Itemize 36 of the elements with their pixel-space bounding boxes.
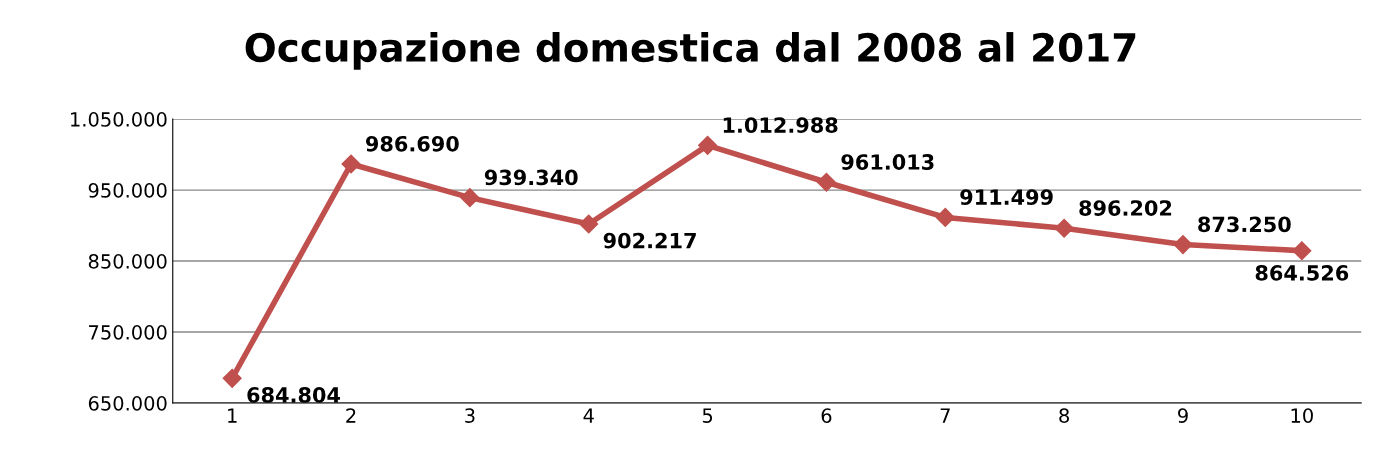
data-label: 896.202 — [1079, 200, 1172, 216]
data-label: 902.217 — [603, 232, 696, 249]
x-tick-label: 1 — [228, 408, 237, 423]
point — [698, 135, 718, 155]
data-label: 939.340 — [484, 169, 578, 186]
x-tick-label: 8 — [1059, 408, 1069, 423]
point — [222, 368, 242, 388]
x-tick-label: 2 — [346, 408, 356, 423]
x-tick-label: 4 — [583, 408, 594, 423]
point — [1292, 241, 1312, 261]
data-label: 961.013 — [841, 154, 934, 170]
point — [341, 154, 361, 174]
point — [579, 214, 599, 234]
x-tick-label: 6 — [821, 408, 832, 423]
point — [460, 188, 480, 208]
data-label: 873.250 — [1198, 216, 1291, 233]
y-tick-label: 850.000 — [88, 254, 167, 269]
x-tick-label: 10 — [1291, 408, 1313, 423]
y-tick-label: 650.000 — [88, 396, 167, 411]
x-tick-label: 9 — [1178, 408, 1188, 423]
x-tick-label: 7 — [940, 408, 950, 423]
point — [816, 172, 836, 192]
x-tick-label: 5 — [702, 408, 713, 423]
x-tick-label: 3 — [465, 408, 475, 423]
y-tick-label: 950.000 — [88, 183, 167, 198]
point — [1054, 218, 1074, 238]
y-tick-label: 1.050.000 — [71, 112, 167, 127]
chart-title: Occupazione domestica dal 2008 al 2017 — [245, 32, 1136, 70]
data-label: 864.526 — [1255, 265, 1349, 281]
data-label: 1.012.988 — [723, 117, 838, 133]
point — [935, 207, 955, 227]
data-label: 986.690 — [365, 135, 459, 152]
point — [1173, 235, 1193, 255]
data-label: 684.804 — [247, 387, 340, 403]
y-tick-label: 750.000 — [89, 325, 167, 340]
data-label: 911.499 — [960, 189, 1053, 206]
